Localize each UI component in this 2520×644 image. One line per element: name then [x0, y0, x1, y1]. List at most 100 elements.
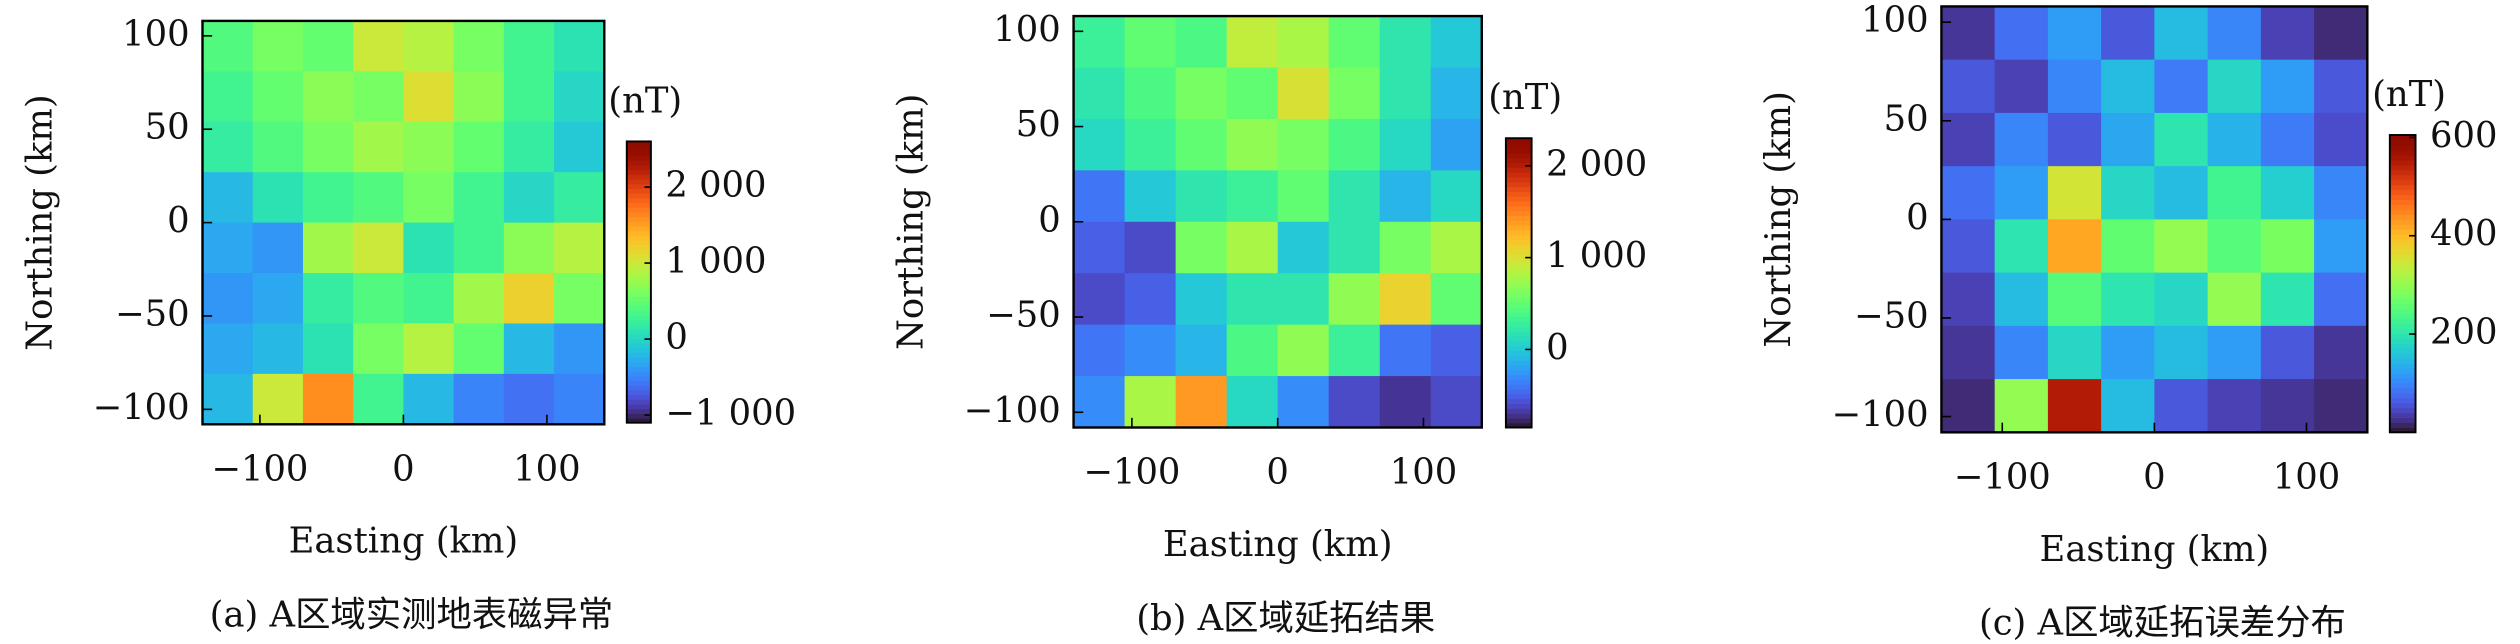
colorbar-tick-label: 0 [665, 317, 688, 358]
y-tick-label: 0 [1038, 199, 1061, 240]
colorbar-swatch [2389, 387, 2416, 394]
colorbar-swatch [2389, 397, 2416, 404]
colorbar-swatch [1505, 196, 1532, 202]
heatmap-cell [1226, 118, 1279, 171]
heatmap-cell [2207, 379, 2262, 433]
heatmap-cell [2154, 112, 2209, 167]
colorbar-swatch [626, 239, 651, 246]
colorbar-swatch [1505, 388, 1532, 395]
colorbar-swatch [2389, 239, 2416, 245]
x-tick-label: −100 [211, 448, 308, 489]
colorbar-swatch [1505, 302, 1532, 308]
heatmap-cell [2207, 6, 2262, 61]
y-tick-label: 100 [993, 9, 1060, 50]
x-tick-label: 0 [2143, 456, 2166, 497]
colorbar-swatch [626, 150, 651, 157]
x-tick-label: −100 [1083, 452, 1180, 493]
heatmap-cell [2154, 272, 2209, 327]
colorbar-swatch [2389, 288, 2416, 295]
heatmap-cell [1226, 376, 1279, 428]
colorbar-swatch [626, 272, 651, 279]
colorbar-swatch [2389, 263, 2416, 270]
y-axis-label: Northing (km) [890, 94, 931, 351]
heatmap-cell [2260, 379, 2315, 433]
heatmap-cell [2260, 6, 2315, 61]
heatmap-cell [1226, 67, 1279, 120]
colorbar-swatch [2389, 283, 2416, 290]
heatmap-cell [403, 71, 455, 123]
heatmap-cell [1277, 118, 1330, 171]
colorbar-swatch [2389, 412, 2416, 419]
colorbar-swatch [626, 408, 651, 414]
heatmap-cell [2314, 59, 2368, 114]
colorbar-swatch [1505, 316, 1532, 323]
heatmap-cell [2101, 379, 2155, 433]
x-axis-label: Easting (km) [2040, 529, 2270, 570]
colorbar-swatch [626, 361, 651, 368]
heatmap-cell [453, 121, 505, 173]
heatmap [1073, 16, 1483, 428]
colorbar-swatch [626, 347, 651, 354]
heatmap-cell [1328, 67, 1381, 120]
colorbar-swatch [626, 375, 651, 382]
heatmap-cell [554, 373, 605, 425]
heatmap-cell [503, 222, 555, 274]
heatmap-cell [503, 273, 555, 324]
colorbar-swatch [1505, 229, 1532, 236]
colorbar-swatch [2389, 144, 2416, 151]
y-tick-label: 50 [1884, 98, 1929, 139]
colorbar-swatch [2389, 174, 2416, 181]
heatmap-cell [2260, 325, 2315, 380]
heatmap-cell [554, 121, 605, 173]
heatmap-cell [453, 20, 505, 72]
colorbar-swatch [626, 328, 651, 335]
heatmap-cell [1941, 379, 1996, 433]
colorbar-swatch [626, 385, 651, 391]
colorbar-swatch [1505, 306, 1532, 313]
colorbar-swatch [626, 277, 651, 283]
colorbar-swatch [1505, 369, 1532, 376]
colorbar-swatch [626, 333, 651, 339]
colorbar-swatch [626, 389, 651, 396]
heatmap-cell [252, 71, 304, 123]
colorbar-swatch [626, 193, 651, 199]
heatmap-cell [1379, 221, 1432, 274]
heatmap-cell [554, 222, 605, 274]
heatmap-cell [1994, 272, 2049, 327]
heatmap-cell [1328, 324, 1381, 377]
colorbar-swatch [2389, 377, 2416, 384]
colorbar-swatch [1505, 244, 1532, 250]
colorbar-swatch [626, 183, 651, 189]
y-tick-label: 0 [1906, 197, 1929, 238]
heatmap-cell [302, 20, 354, 72]
x-tick-label: 100 [1390, 452, 1457, 493]
heatmap-cell [403, 373, 455, 425]
heatmap-cell [2260, 166, 2315, 220]
heatmap-cell [1124, 324, 1177, 377]
colorbar-swatch [2389, 139, 2416, 146]
colorbar-swatch [626, 169, 651, 175]
heatmap-cell [2314, 112, 2368, 167]
heatmap-cell [2154, 325, 2209, 380]
colorbar-swatch [1505, 345, 1532, 352]
colorbar-tick-label: 0 [1546, 327, 1569, 368]
colorbar-swatch [2389, 209, 2416, 215]
heatmap-cell [503, 323, 555, 375]
colorbar-swatch [2389, 278, 2416, 285]
heatmap-cell [2260, 112, 2315, 167]
colorbar-swatch [2389, 154, 2416, 161]
colorbar-swatch [2389, 159, 2416, 166]
colorbar-swatch [2389, 417, 2416, 424]
caption: (a) A区域实测地表磁异常 [210, 595, 614, 636]
colorbar-swatch [1505, 220, 1532, 226]
x-tick-label: −100 [1954, 456, 2051, 497]
colorbar-swatch [2389, 184, 2416, 191]
colorbar-swatch [626, 174, 651, 180]
colorbar-swatch [2389, 298, 2416, 305]
heatmap-cell [1124, 273, 1177, 326]
colorbar-swatch [1505, 326, 1532, 332]
heatmap-cell [2047, 166, 2102, 220]
colorbar-swatch [626, 141, 651, 147]
colorbar-tick-label: 2 000 [1546, 143, 1647, 184]
